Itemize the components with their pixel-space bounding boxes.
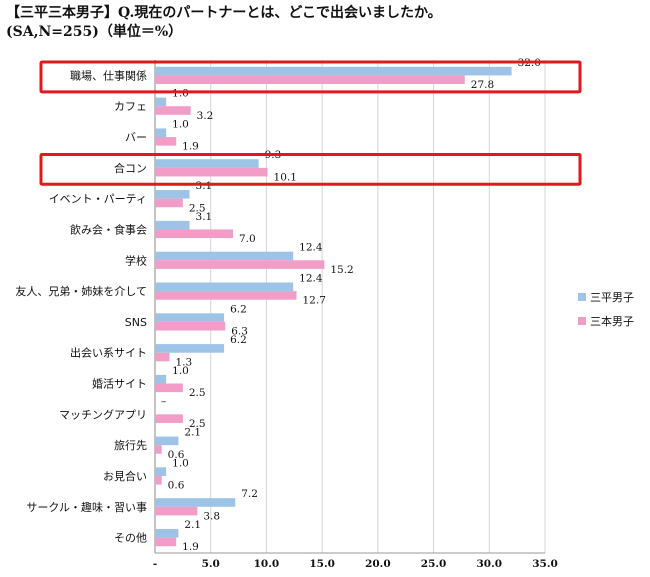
bar-sanbon: [155, 321, 226, 331]
data-label: 3.1: [196, 211, 213, 223]
category-label: 合コン: [114, 161, 147, 175]
bar-sanpei: [155, 467, 167, 476]
bar-sanpei: [155, 66, 512, 76]
bar-sanbon: [155, 475, 162, 485]
category-label: 旅行先: [114, 438, 147, 452]
legend-swatch: [578, 293, 586, 301]
bar-sanbon: [155, 229, 233, 239]
data-label: 3.1: [196, 180, 213, 192]
bar-sanpei: [155, 97, 167, 107]
data-label: 2.1: [184, 519, 201, 531]
bar-sanbon: [155, 167, 268, 177]
category-label: バー: [125, 131, 147, 144]
data-label: 2.5: [189, 387, 206, 399]
x-tick-label: 5.0: [202, 558, 220, 570]
category-label: 友人、兄弟・姉妹を介して: [15, 284, 147, 298]
data-label: 6.2: [230, 334, 247, 346]
bar-sanbon: [155, 445, 162, 454]
data-label: 3.8: [203, 510, 220, 522]
data-label: 1.9: [182, 141, 199, 153]
data-label: 0.6: [168, 449, 185, 461]
highlight-box: [39, 152, 582, 186]
data-label: 7.0: [239, 233, 256, 245]
bar-sanpei: [155, 282, 294, 292]
data-label: 27.8: [471, 79, 494, 91]
bar-sanbon: [155, 291, 297, 300]
bar-sanbon: [155, 383, 183, 393]
bar-sanbon: [155, 414, 183, 423]
data-label: 1.0: [172, 365, 189, 377]
bar-sanpei: [155, 128, 167, 138]
chart-title: 【三平三本男子】Q.現在のパートナーとは、どこで出会いましたか。 (SA,N=2…: [6, 4, 442, 42]
legend-label: 三本男子: [590, 314, 634, 328]
bar-sanpei: [155, 436, 179, 446]
data-label: 2.1: [184, 427, 201, 439]
category-label: その他: [114, 532, 147, 545]
legend-label: 三平男子: [590, 291, 634, 304]
chart-title-line2: (SA,N=255)（単位＝%）: [6, 24, 183, 40]
category-label: カフェ: [114, 100, 147, 113]
data-label: 1.0: [172, 88, 189, 100]
data-label: 15.2: [330, 264, 353, 276]
data-label: 7.2: [241, 488, 258, 500]
bar-sanpei: [155, 190, 190, 199]
bar-sanbon: [155, 75, 465, 85]
bar-sanbon: [155, 506, 198, 516]
data-label: 2.5: [189, 202, 206, 214]
x-tick-label: 30.0: [476, 558, 502, 570]
category-label: SNS: [125, 316, 147, 329]
bar-sanbon: [155, 260, 325, 269]
category-label: お見合い: [103, 469, 147, 483]
bar-sanpei: [155, 528, 179, 538]
data-label: 1.9: [182, 541, 199, 553]
data-label: 12.7: [303, 295, 326, 307]
category-label: 飲み会・食事会: [70, 222, 147, 236]
data-label: 1.0: [172, 457, 189, 469]
bar-sanpei: [155, 251, 294, 261]
category-label: マッチングアプリ: [59, 407, 147, 421]
bar-sanbon: [155, 137, 177, 146]
category-label: 婚活サイト: [92, 377, 147, 391]
x-tick-label: 25.0: [421, 558, 447, 570]
x-tick-label: 10.0: [254, 558, 280, 570]
data-label: 0.6: [168, 480, 185, 492]
bar-sanbon: [155, 106, 191, 115]
category-label: サークル・趣味・習い事: [26, 500, 147, 514]
bar-sanpei: [155, 344, 225, 353]
bar-sanbon: [155, 537, 177, 547]
bar-sanpei: [155, 374, 167, 384]
category-label: 学校: [125, 253, 147, 267]
legend-swatch: [578, 317, 586, 325]
bar-sanpei: [155, 159, 259, 168]
bar-sanbon: [155, 198, 183, 208]
data-label: 12.4: [299, 272, 323, 284]
category-label: 職場、仕事関係: [70, 69, 147, 82]
bar-sanbon: [155, 352, 170, 362]
x-tick-label: 20.0: [365, 558, 391, 570]
data-label: 1.0: [172, 118, 189, 130]
bar-sanpei: [155, 220, 190, 230]
bar-sanpei: [155, 498, 236, 507]
category-label: 出会い系サイト: [70, 346, 147, 360]
x-tick-label: 15.0: [309, 558, 335, 570]
chart-title-line1: 【三平三本男子】Q.現在のパートナーとは、どこで出会いましたか。: [6, 5, 442, 21]
bar-sanpei: [155, 313, 225, 322]
data-label: 12.4: [299, 242, 323, 254]
x-tick-label: 35.0: [532, 558, 558, 570]
x-tick-label: -: [153, 558, 157, 570]
data-label: 3.2: [197, 110, 214, 122]
data-label: 10.1: [274, 171, 297, 183]
highlight-box: [39, 60, 582, 94]
data-label: 1.3: [175, 356, 192, 368]
category-label: イベント・パーティ: [49, 193, 147, 206]
data-label: 2.5: [189, 418, 206, 430]
data-label: –: [161, 396, 166, 408]
data-label: 6.2: [230, 303, 247, 315]
data-label: 6.3: [231, 326, 248, 338]
